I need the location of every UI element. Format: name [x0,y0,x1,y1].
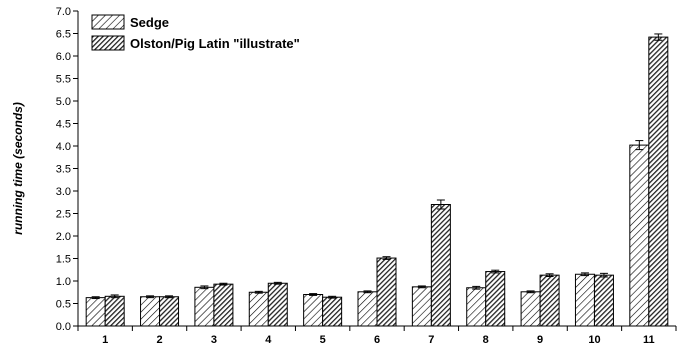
bar-sedge-2 [140,296,161,327]
bar-olston-1 [104,295,125,327]
bar-olston-8 [485,271,506,327]
bar-sedge-5 [303,294,324,327]
y-tick-label: 1.5 [56,254,71,266]
y-tick-label: 3.5 [56,164,71,176]
x-category-label: 9 [537,334,543,346]
x-category-label: 4 [265,334,272,346]
y-tick-label: 5.0 [56,96,71,108]
x-category-label: 10 [588,334,600,346]
y-tick-label: 0.5 [56,299,71,311]
y-tick-label: 2.0 [56,231,71,243]
bar-olston-10 [593,274,614,327]
bar-sedge-9 [520,291,541,327]
x-category-label: 3 [211,334,217,346]
bars [85,33,669,327]
legend-swatch-sedge [91,14,125,30]
legend-label-sedge: Sedge [130,15,169,30]
y-tick-label: 7.0 [56,6,71,18]
y-tick-label: 1.0 [56,276,71,288]
bar-sedge-4 [248,291,269,327]
y-tick-label: 6.5 [56,29,71,41]
y-tick-label: 3.0 [56,186,71,198]
bar-sedge-10 [574,273,595,327]
x-axis: 1 2 3 4 5 6 7 8 9 10 11 [77,325,677,346]
y-tick-label: 6.0 [56,51,71,63]
bar-olston-2 [159,296,180,327]
bar-sedge-8 [466,287,487,327]
legend: Sedge Olston/Pig Latin "illustrate" [91,14,300,51]
y-tick-label: 4.5 [56,119,71,131]
x-category-label: 1 [102,334,108,346]
bar-olston-5 [322,296,343,327]
x-category-label: 7 [428,334,434,346]
bar-olston-9 [539,274,560,327]
bar-sedge-6 [357,291,378,327]
bar-olston-11 [648,36,669,327]
bar-sedge-1 [85,297,106,327]
y-tick-label: 5.5 [56,74,71,86]
bar-olston-7 [430,204,451,327]
y-axis: 0.0 0.5 1.0 1.5 2.0 2.5 3.0 3.5 4.0 4.5 5.0 5.5 6.0 6… [56,6,79,333]
legend-swatch-olston [91,35,125,51]
x-category-label: 8 [483,334,489,346]
bar-olston-6 [376,257,397,327]
bar-olston-4 [267,282,288,327]
x-category-label: 5 [320,334,326,346]
y-tick-label: 0.0 [56,321,71,333]
bar-sedge-3 [194,286,215,327]
bar-sedge-11 [629,144,650,327]
y-tick-label: 4.0 [56,141,71,153]
y-tick-label: 2.5 [56,209,71,221]
x-category-label: 2 [156,334,162,346]
y-axis-title: running time (seconds) [11,102,25,235]
bar-olston-3 [213,283,234,327]
bar-sedge-7 [411,286,432,327]
x-category-label: 11 [643,334,655,346]
legend-label-olston: Olston/Pig Latin "illustrate" [130,36,300,51]
x-category-label: 6 [374,334,380,346]
